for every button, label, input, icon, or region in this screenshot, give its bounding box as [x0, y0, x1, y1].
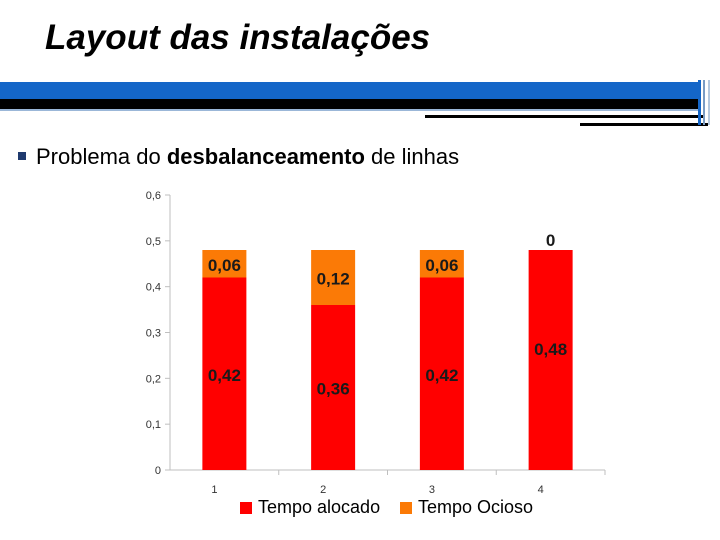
title-band-decoration [0, 80, 710, 126]
x-tick-label: 2 [320, 484, 326, 496]
data-label-tempo-alocado: 0,42 [425, 366, 458, 385]
y-tick-label: 0,6 [146, 190, 161, 202]
x-tick-label: 3 [429, 484, 435, 496]
legend-swatch-tempo-ocioso [400, 502, 412, 514]
y-tick-label: 0,2 [146, 373, 161, 385]
slide-title: Layout das instalações [45, 18, 431, 57]
bar-segment-tempo-alocado [202, 277, 247, 470]
bar-segment-tempo-ocioso [311, 250, 356, 305]
legend-label-tempo-alocado: Tempo alocado [258, 497, 380, 517]
y-tick-label: 0,5 [146, 236, 161, 248]
x-tick-label: 4 [538, 484, 544, 496]
bullet-text-bold: desbalanceamento [166, 144, 365, 169]
bar-segment-tempo-ocioso [202, 250, 247, 278]
legend-swatch-tempo-alocado [240, 502, 252, 514]
x-tick-label: 1 [211, 484, 217, 496]
data-label-tempo-ocioso: 0 [546, 231, 555, 250]
data-label-tempo-alocado: 0,48 [534, 340, 567, 359]
data-label-tempo-alocado: 0,36 [317, 380, 350, 399]
data-label-tempo-alocado: 0,42 [208, 366, 241, 385]
y-tick-label: 0,4 [146, 282, 161, 294]
data-label-tempo-ocioso: 0,06 [208, 256, 241, 275]
bullet-text-before: Problema do [36, 144, 167, 169]
square-bullet-icon [18, 152, 26, 160]
bullet-item: Problema do desbalanceamento de linhas [18, 144, 459, 170]
bar-segment-tempo-alocado [311, 305, 356, 470]
bar-segment-tempo-alocado [419, 277, 464, 470]
data-label-tempo-ocioso: 0,06 [425, 256, 458, 275]
stacked-bar-chart: 0 0,1 0,2 0,3 0,4 0,5 0,6 1 0,06 0,42 2 0,12 0,36 3 0,… [146, 190, 606, 517]
bar-segment-tempo-ocioso [419, 250, 464, 278]
y-tick-label: 0 [155, 465, 161, 477]
y-tick-label: 0,1 [146, 419, 161, 431]
y-tick-label: 0,3 [146, 328, 161, 340]
data-label-tempo-ocioso: 0,12 [317, 270, 350, 289]
bullet-text-after: de linhas [364, 144, 460, 169]
bar-segment-tempo-alocado [528, 250, 573, 470]
legend-label-tempo-ocioso: Tempo Ocioso [418, 497, 533, 517]
